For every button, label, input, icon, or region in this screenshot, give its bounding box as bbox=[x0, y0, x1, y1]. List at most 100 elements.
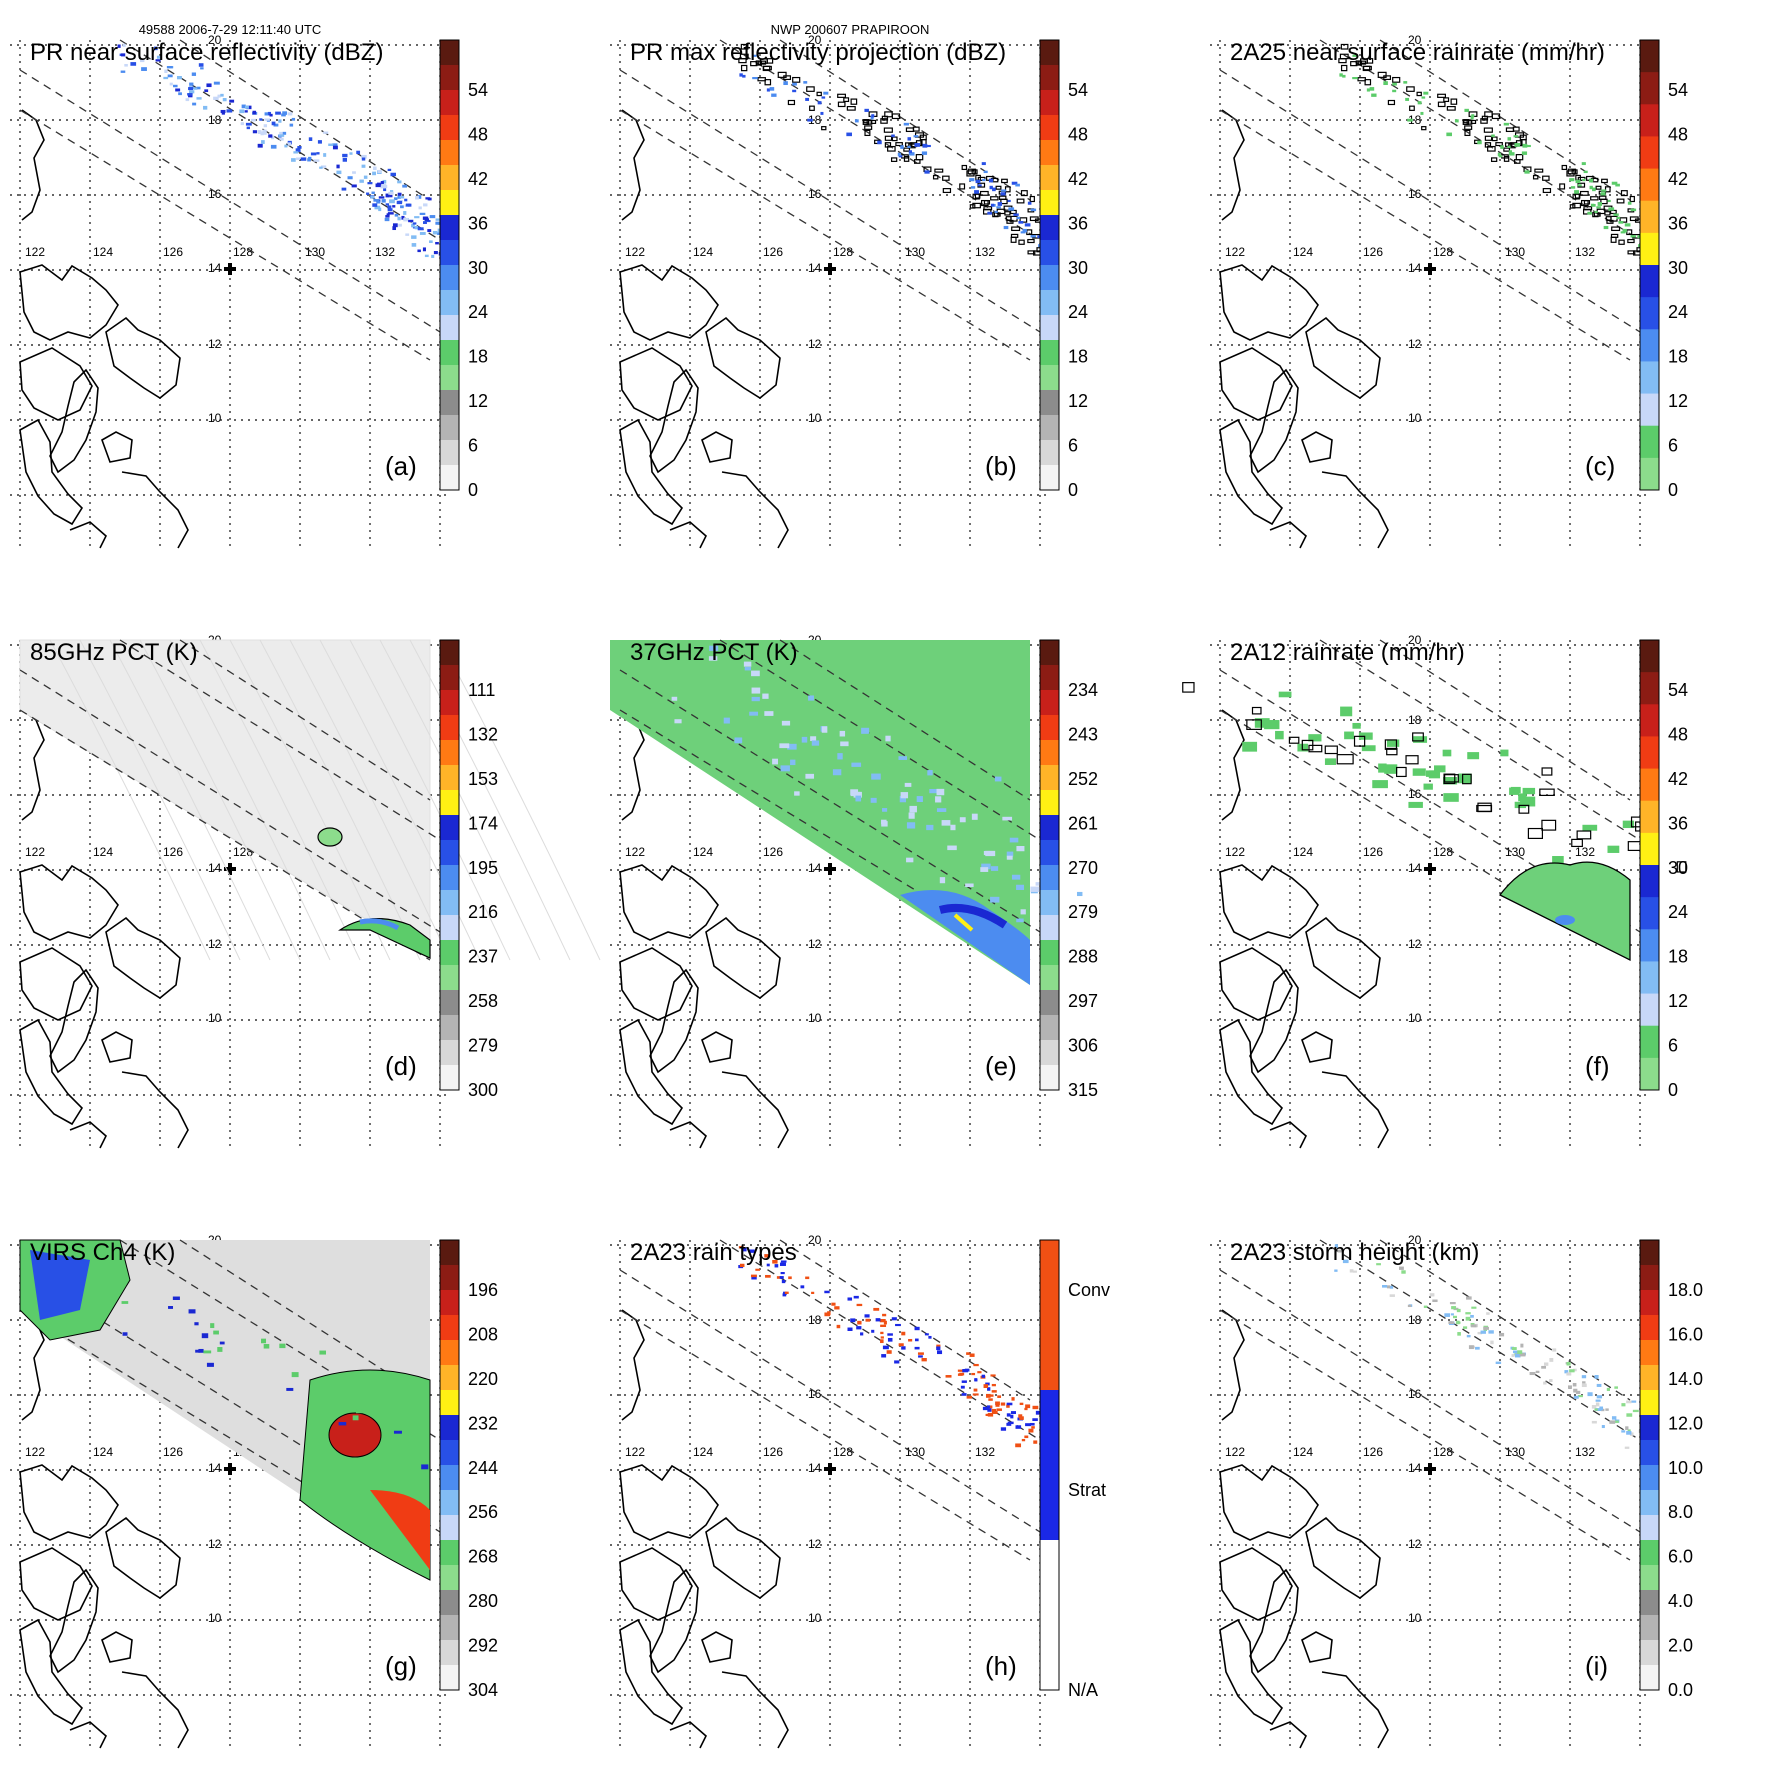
pct37-pixel bbox=[751, 696, 760, 702]
colorbar-tick-label: 6 bbox=[468, 436, 478, 456]
echo-pixel bbox=[871, 114, 875, 118]
cold-cloud-region bbox=[299, 1369, 431, 1581]
reflectivity-pixel bbox=[291, 117, 296, 121]
coastline bbox=[1305, 1516, 1381, 1599]
colorbar-segment bbox=[1040, 1240, 1059, 1391]
rain-type-pixel bbox=[1024, 1435, 1029, 1439]
longitude-label: 132 bbox=[375, 245, 395, 259]
colorbar-segment bbox=[1640, 1540, 1659, 1566]
reflectivity-pixel bbox=[381, 199, 386, 203]
longitude-label: 122 bbox=[25, 245, 45, 259]
echo-contour bbox=[1446, 106, 1456, 111]
reflectivity-pixel bbox=[425, 197, 431, 200]
colorbar-tick-label: 244 bbox=[468, 1458, 498, 1478]
latitude-label: 10 bbox=[1408, 1011, 1422, 1025]
storm-height-pixel bbox=[1596, 1383, 1602, 1387]
reflectivity-pixel bbox=[402, 184, 408, 188]
scan-swath-edge bbox=[779, 1239, 1031, 1401]
coastline bbox=[1269, 521, 1307, 549]
echo-pixel bbox=[1587, 211, 1593, 215]
colorbar-segment bbox=[440, 165, 459, 191]
colorbar-segment bbox=[1040, 165, 1059, 191]
reflectivity-pixel bbox=[366, 192, 370, 195]
reflectivity-pixel bbox=[313, 159, 320, 162]
rain-type-pixel bbox=[894, 1360, 900, 1364]
latitude-label: 12 bbox=[808, 937, 822, 951]
colorbar-tick-label: 30 bbox=[1668, 858, 1688, 878]
colorbar-tick-label: 48 bbox=[1668, 724, 1688, 744]
reflectivity-pixel bbox=[383, 188, 387, 192]
rain-type-pixel bbox=[985, 1413, 990, 1417]
echo-pixel bbox=[1342, 74, 1346, 78]
echo-pixel bbox=[891, 134, 895, 138]
echo-pixel bbox=[1624, 223, 1631, 227]
pct37-pixel bbox=[734, 737, 743, 744]
latitude-label: 10 bbox=[208, 1611, 222, 1625]
storm-height-pixel bbox=[1575, 1390, 1581, 1395]
echo-pixel bbox=[983, 170, 988, 174]
scan-swath-edge bbox=[1219, 69, 1641, 333]
echo-pixel bbox=[1022, 228, 1027, 233]
rain-type-pixel bbox=[995, 1401, 1000, 1406]
reflectivity-pixel bbox=[417, 227, 424, 231]
colorbar-segment bbox=[440, 1515, 459, 1541]
rain-type-pixel bbox=[974, 1378, 978, 1382]
coastline bbox=[121, 1671, 189, 1749]
echo-contour bbox=[766, 58, 774, 64]
scan-swath-edge bbox=[1219, 109, 1631, 361]
reflectivity-pixel bbox=[140, 58, 145, 63]
echo-pixel bbox=[864, 108, 869, 112]
colorbar-segment bbox=[440, 1365, 459, 1391]
colorbar-tick-label: 6 bbox=[1068, 436, 1078, 456]
echo-contour bbox=[880, 118, 888, 124]
colorbar-tick-label: 297 bbox=[1068, 991, 1098, 1011]
echo-pixel bbox=[1366, 88, 1370, 92]
echo-pixel bbox=[877, 140, 882, 145]
pct37-pixel bbox=[751, 687, 761, 694]
rain-type-pixel bbox=[765, 1274, 771, 1278]
rain-type-pixel bbox=[962, 1369, 969, 1373]
echo-pixel bbox=[1001, 189, 1007, 192]
echo-pixel bbox=[1016, 216, 1021, 220]
echo-pixel bbox=[897, 152, 901, 157]
rain-type-pixel bbox=[857, 1320, 862, 1325]
reflectivity-pixel bbox=[200, 67, 204, 70]
rain-type-pixel bbox=[1000, 1427, 1007, 1431]
cold-cloud-core bbox=[30, 1250, 90, 1320]
rain-type-pixel bbox=[995, 1404, 1000, 1407]
echo-contour bbox=[787, 99, 796, 106]
panel-label: (h) bbox=[985, 1651, 1017, 1681]
reflectivity-pixel bbox=[400, 205, 404, 209]
coastline bbox=[19, 264, 119, 341]
pct37-pixel bbox=[927, 770, 933, 776]
colorbar-tick-label: 300 bbox=[468, 1080, 498, 1100]
colorbar-tick-label: N/A bbox=[1068, 1680, 1098, 1700]
colorbar-segment bbox=[440, 915, 459, 941]
rain-type-pixel bbox=[887, 1337, 893, 1342]
reflectivity-pixel bbox=[166, 66, 173, 69]
echo-pixel bbox=[1403, 81, 1408, 84]
colorbar: 196 208 220 232 244 256 268 280 292 304 bbox=[439, 1239, 498, 1700]
echo-contour bbox=[1027, 250, 1036, 255]
longitude-label: 130 bbox=[1505, 245, 1525, 259]
rain-type-pixel bbox=[824, 1290, 830, 1294]
colorbar-tick-label: 54 bbox=[1668, 680, 1688, 700]
colorbar-segment bbox=[1040, 640, 1059, 666]
colorbar-segment bbox=[1040, 1065, 1059, 1091]
scan-swath-edge bbox=[619, 109, 1031, 361]
rain-type-pixel bbox=[836, 1324, 841, 1329]
echo-pixel bbox=[975, 179, 981, 184]
colorbar-tick-label: 14.0 bbox=[1668, 1369, 1703, 1389]
echo-contour bbox=[995, 185, 1002, 190]
reflectivity-pixel bbox=[417, 249, 421, 253]
echo-contour bbox=[1392, 76, 1401, 83]
coastline bbox=[21, 709, 45, 821]
echo-pixel bbox=[1030, 208, 1037, 212]
reflectivity-pixel bbox=[342, 157, 347, 162]
cloud-pixel bbox=[354, 1394, 359, 1400]
pct37-pixel bbox=[870, 797, 877, 803]
longitude-label: 128 bbox=[833, 1445, 853, 1459]
storm-height-pixel bbox=[1591, 1405, 1597, 1409]
longitude-label: 124 bbox=[93, 1445, 113, 1459]
echo-contour bbox=[1618, 239, 1625, 245]
